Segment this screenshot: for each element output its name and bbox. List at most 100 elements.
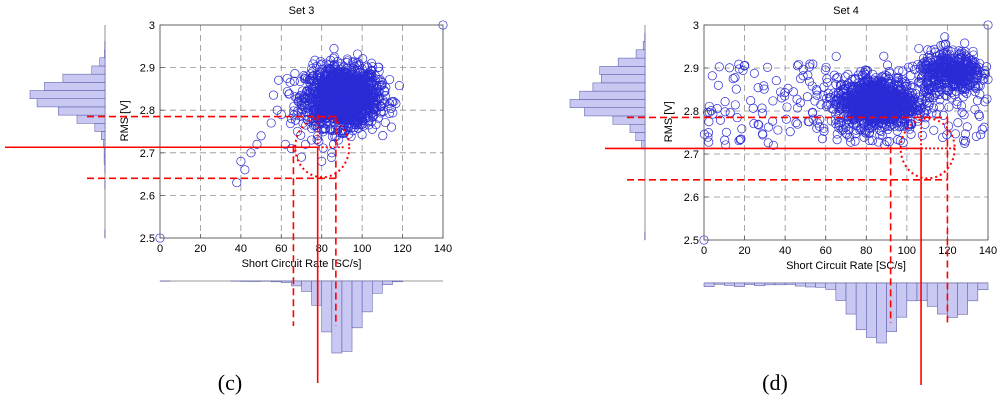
data-point: [918, 60, 928, 70]
data-point: [817, 134, 827, 144]
data-point: [894, 89, 904, 100]
data-point: [894, 122, 905, 132]
x-tick-label: 20: [738, 245, 750, 257]
data-point: [792, 103, 803, 113]
data-point: [851, 125, 861, 135]
data-point: [950, 129, 961, 139]
data-point: [361, 61, 371, 71]
data-point: [841, 103, 851, 113]
data-point: [812, 90, 822, 100]
data-point: [353, 118, 363, 128]
data-point: [914, 76, 924, 87]
data-point: [330, 86, 340, 96]
data-point: [861, 85, 871, 95]
scatter-points: [699, 20, 993, 245]
data-point: [961, 56, 971, 66]
data-point: [898, 101, 908, 111]
sc-histogram-bar: [392, 280, 403, 283]
data-point: [385, 99, 395, 109]
data-point: [905, 119, 916, 129]
sc-histogram-bar: [957, 282, 968, 315]
data-point: [938, 61, 948, 71]
x-tick-label: 100: [353, 243, 371, 255]
data-point: [868, 69, 878, 79]
data-point: [246, 148, 256, 158]
data-point: [734, 136, 744, 146]
data-point: [928, 65, 938, 75]
data-point: [965, 66, 975, 76]
data-point: [762, 62, 773, 72]
sc-histogram-bar: [784, 282, 796, 285]
data-point: [757, 108, 767, 118]
data-point: [929, 66, 939, 76]
sc-histogram-bar: [916, 282, 928, 301]
data-point: [970, 80, 980, 91]
x-tick-label: 140: [979, 245, 997, 257]
data-point: [952, 99, 962, 109]
data-point: [831, 73, 841, 83]
data-point: [862, 76, 872, 86]
data-point: [704, 117, 714, 127]
x-tick-label: 40: [235, 243, 247, 255]
data-point: [905, 124, 915, 134]
data-point: [860, 127, 870, 138]
data-point: [749, 119, 759, 129]
data-point: [293, 97, 303, 107]
data-point: [910, 88, 921, 99]
data-point: [935, 102, 945, 112]
data-point: [322, 118, 332, 128]
data-point: [334, 92, 344, 102]
data-point: [746, 96, 756, 106]
data-point: [822, 74, 832, 84]
data-point: [314, 81, 324, 91]
data-point: [344, 87, 354, 97]
data-point: [302, 103, 313, 113]
data-point: [282, 73, 292, 83]
data-point: [805, 77, 815, 87]
data-point: [335, 106, 345, 116]
sc-histogram-bar: [886, 282, 897, 332]
data-point: [329, 139, 339, 149]
data-point: [236, 156, 246, 166]
chart-panel-c: 0 20 40 60 80 100 120 140 2.5 2.6 2.7 2.8 2.9 3 Set 3 S…: [5, 5, 452, 395]
data-point: [794, 59, 804, 69]
data-point: [972, 96, 983, 106]
data-point: [960, 84, 970, 94]
data-point: [831, 79, 841, 89]
data-point: [946, 59, 957, 69]
data-point: [308, 86, 318, 96]
data-point: [353, 49, 363, 59]
data-point: [781, 114, 791, 124]
rms-histogram-bar: [642, 41, 646, 51]
data-point: [913, 77, 924, 87]
data-point: [871, 72, 881, 83]
data-point: [958, 92, 968, 102]
data-point: [285, 118, 296, 129]
data-point: [923, 85, 934, 95]
data-point: [925, 50, 935, 60]
data-point: [917, 130, 927, 140]
data-point: [885, 114, 895, 125]
data-point: [319, 92, 329, 102]
data-point: [792, 61, 802, 71]
data-point: [839, 120, 849, 130]
data-point: [898, 114, 908, 124]
data-point: [913, 59, 923, 70]
data-point: [871, 109, 881, 119]
data-point: [878, 83, 888, 93]
data-point: [290, 115, 301, 125]
data-point: [342, 54, 352, 64]
data-point: [946, 47, 957, 57]
data-point: [720, 135, 730, 145]
data-point: [844, 125, 854, 135]
data-point: [858, 119, 868, 129]
data-point: [821, 101, 831, 111]
data-point: [328, 53, 338, 63]
chart-title: Set 3: [289, 5, 315, 17]
data-point: [952, 72, 962, 82]
data-point: [785, 127, 795, 137]
data-point: [375, 94, 385, 104]
data-point: [391, 98, 401, 109]
data-point: [310, 55, 320, 65]
data-point: [944, 102, 954, 112]
